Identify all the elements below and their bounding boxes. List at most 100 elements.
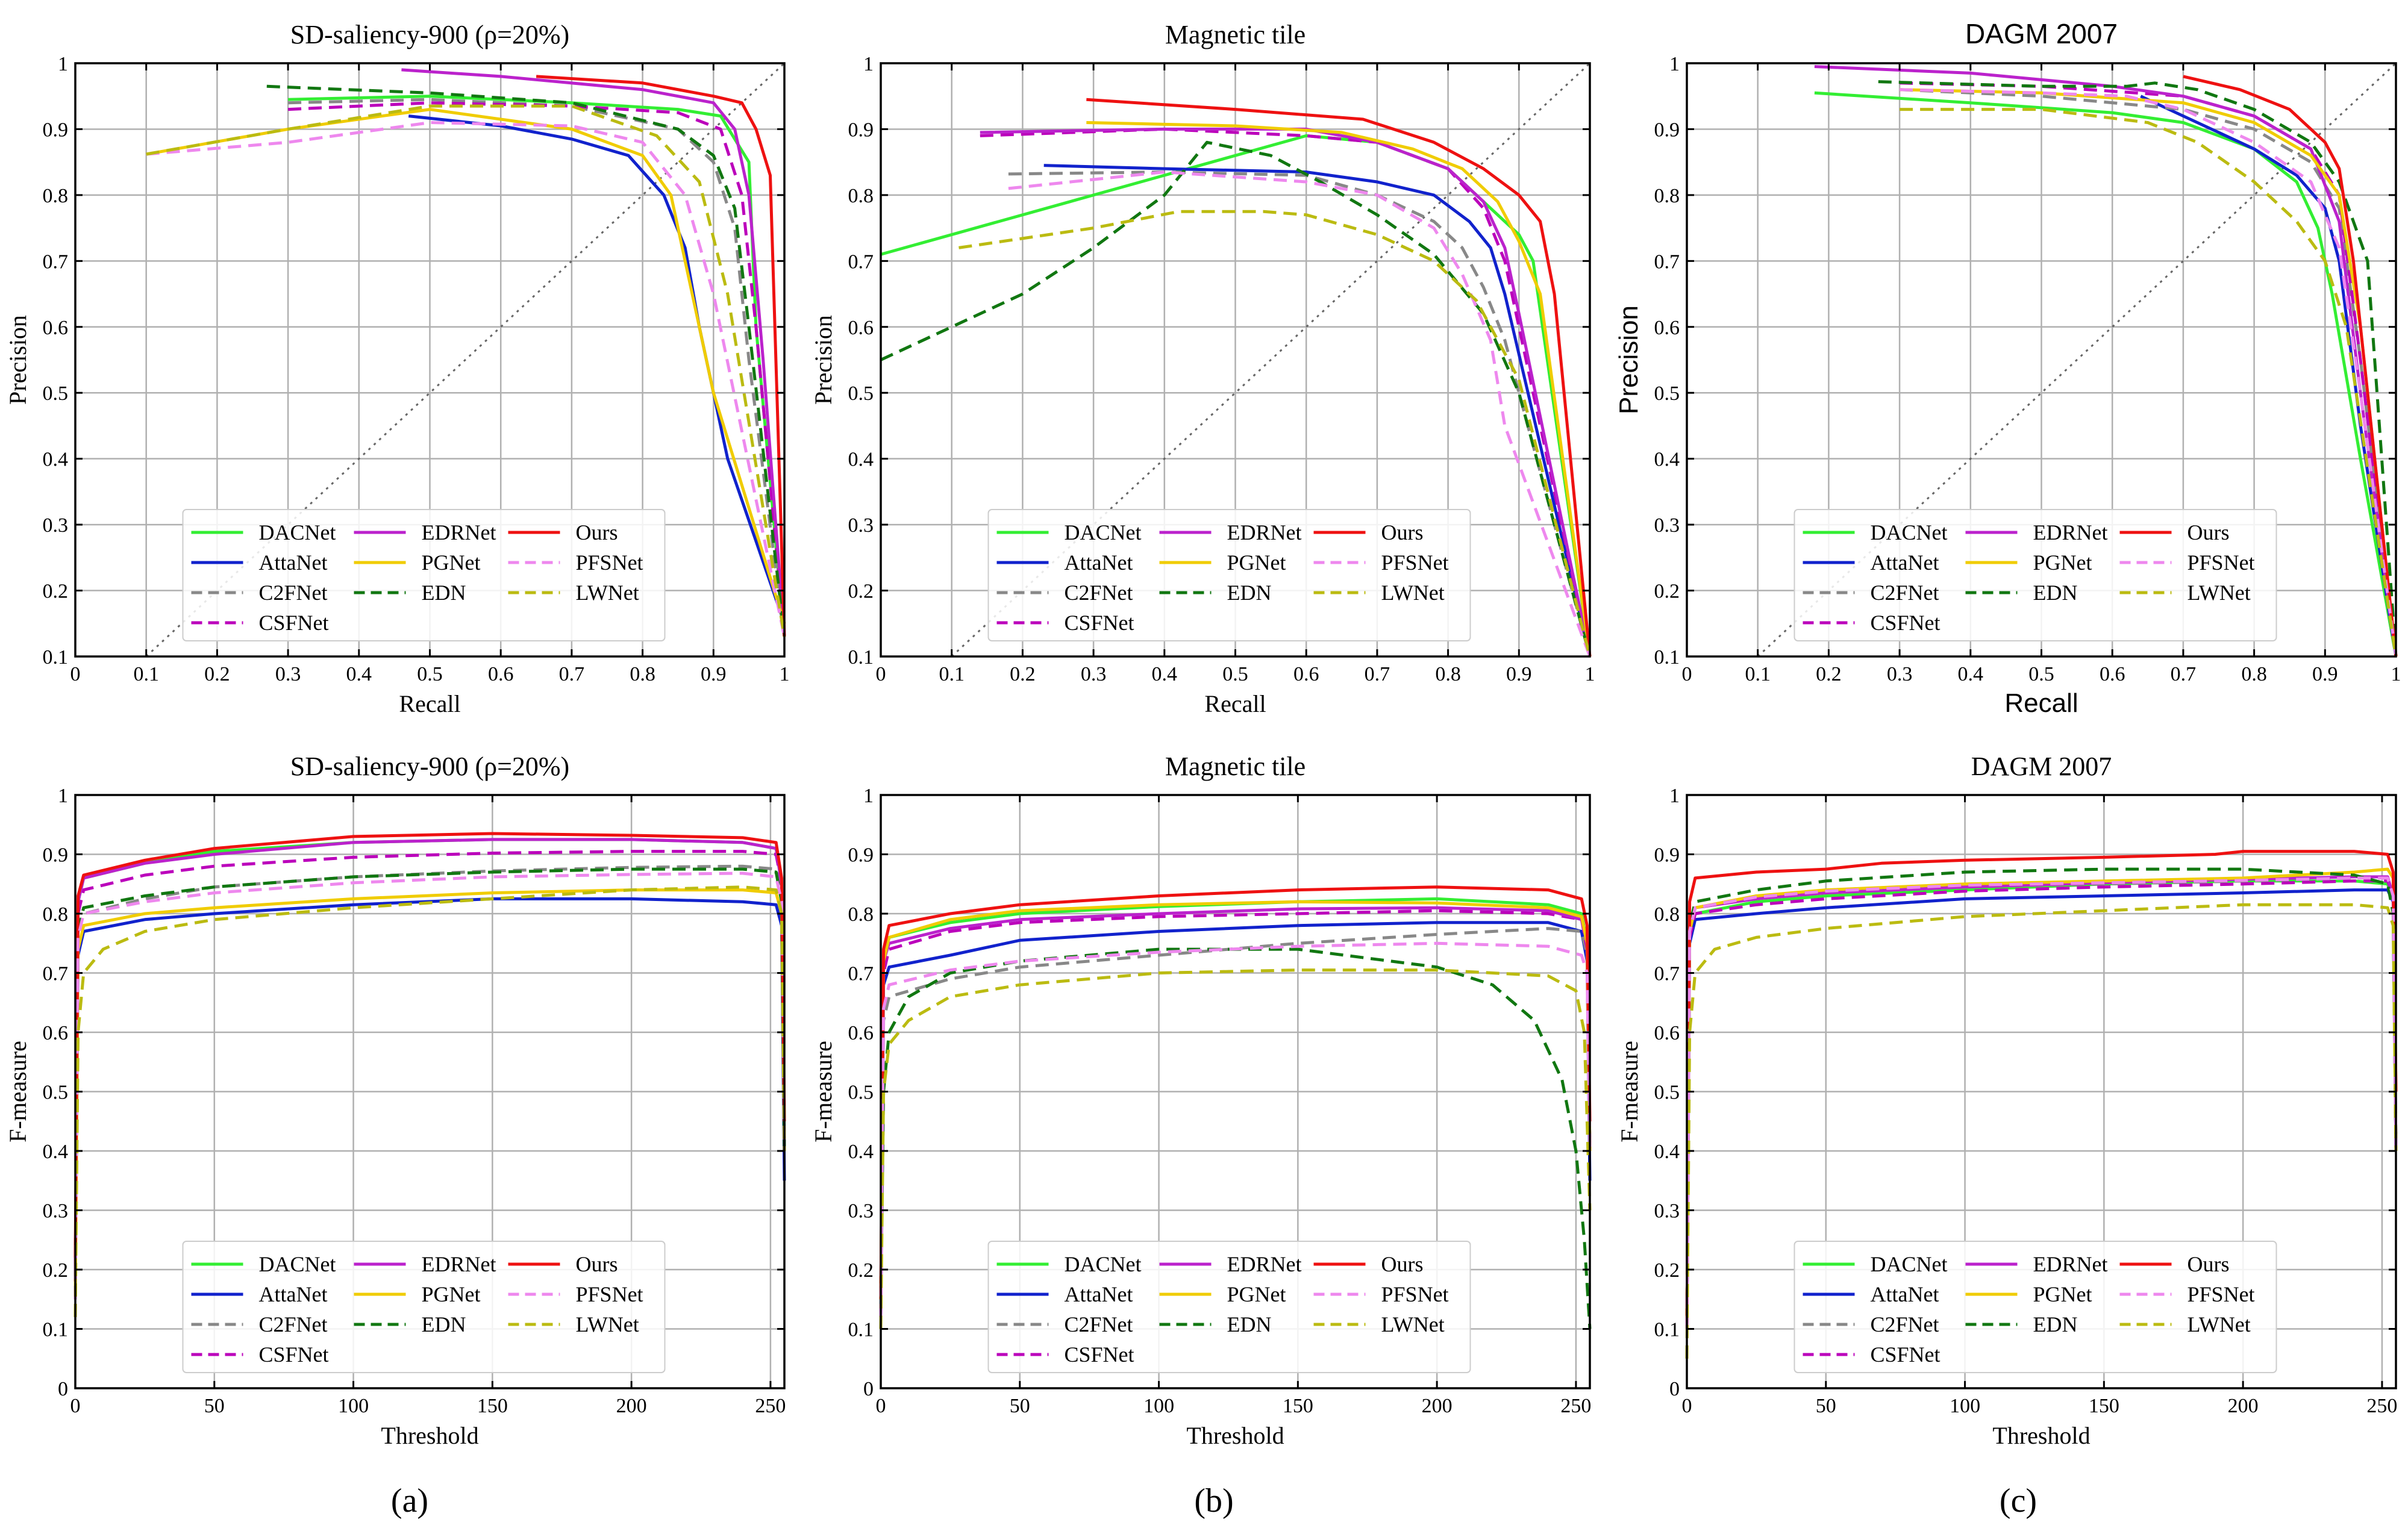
series-line-edrnet xyxy=(980,127,1592,657)
series-line-edn xyxy=(1878,80,2398,657)
legend-box xyxy=(1793,509,2277,641)
x-tick-label: 0.6 xyxy=(488,663,514,685)
legend-label-dacnet: DACNet xyxy=(1065,520,1142,544)
series-line-pfsnet xyxy=(146,121,786,637)
legend-label-pgnet: PGNet xyxy=(1227,1282,1286,1306)
y-axis-label: F-measure xyxy=(1616,1041,1643,1143)
series-line-c2fnet xyxy=(1008,170,1592,657)
y-tick-label: 0.3 xyxy=(1654,514,1680,537)
y-tick-label: 0.2 xyxy=(848,581,874,603)
x-tick-label: 0 xyxy=(1682,663,1692,685)
caption-a: (a) xyxy=(391,1482,428,1520)
chart-title: SD-saliency-900 (ρ=20%) xyxy=(290,752,569,781)
y-tick-label: 0.4 xyxy=(43,1141,69,1163)
legend-label-csfnet: CSFNet xyxy=(1065,611,1134,635)
x-tick-label: 1 xyxy=(2391,663,2401,685)
series-line-ours xyxy=(1685,850,2398,1329)
legend-label-c2fnet: C2FNet xyxy=(1065,1312,1133,1336)
y-tick-label: 0.3 xyxy=(1654,1200,1680,1223)
series-line-ours xyxy=(879,885,1592,1300)
x-axis-label: Threshold xyxy=(381,1422,478,1449)
legend-label-edn: EDN xyxy=(2033,581,2078,605)
chart-panel-1: SD-saliency-900 (ρ=20%)0 0.1 0.2 0.3 0.4 0.5 0… xyxy=(4,20,790,717)
legend-label-pgnet: PGNet xyxy=(2033,1282,2092,1306)
legend-label-dacnet: DACNet xyxy=(259,1252,336,1276)
x-tick-label: 0.7 xyxy=(559,663,585,685)
x-tick-label: 1 xyxy=(1585,663,1595,685)
x-tick-label: 0.4 xyxy=(1958,663,1984,685)
legend-label-ours: Ours xyxy=(1381,1252,1424,1276)
legend-label-dacnet: DACNet xyxy=(259,520,336,544)
y-tick-label: 0.1 xyxy=(43,1319,69,1341)
legend-label-pgnet: PGNet xyxy=(422,1282,481,1306)
y-tick-label: 0.7 xyxy=(43,251,69,273)
caption-c: (c) xyxy=(2000,1482,2037,1520)
series-line-pfsnet xyxy=(1685,876,2398,1329)
x-tick-label: 0 xyxy=(70,1395,81,1417)
legend-label-attanet: AttaNet xyxy=(1065,1282,1133,1306)
x-tick-label: 50 xyxy=(1010,1395,1030,1417)
x-tick-label: 0.2 xyxy=(204,663,230,685)
x-tick-label: 200 xyxy=(616,1395,647,1417)
series-line-lwnet xyxy=(73,885,786,1317)
y-tick-label: 0.9 xyxy=(43,119,69,141)
legend-label-pfsnet: PFSNet xyxy=(576,1282,643,1306)
x-axis-label: Recall xyxy=(2004,688,2078,718)
legend-label-edn: EDN xyxy=(2033,1312,2078,1336)
y-axis-label: Precision xyxy=(1614,305,1643,414)
legend-label-c2fnet: C2FNet xyxy=(259,1312,328,1336)
y-tick-label: 0.8 xyxy=(43,903,69,926)
y-tick-label: 0 xyxy=(1669,1378,1680,1400)
y-tick-label: 0.1 xyxy=(848,1319,874,1341)
legend-label-edrnet: EDRNet xyxy=(1227,520,1302,544)
x-tick-label: 0.6 xyxy=(1293,663,1319,685)
y-tick-label: 1 xyxy=(863,53,874,75)
y-tick-label: 1 xyxy=(58,53,68,75)
legend-label-pgnet: PGNet xyxy=(2033,550,2092,575)
legend: DACNet AttaNet C2FNet CSFNet EDRNet PGNet EDN O… xyxy=(1793,1241,2277,1373)
legend: DACNet AttaNet C2FNet CSFNet EDRNet PGNet EDN O… xyxy=(182,1241,666,1373)
x-tick-label: 0.2 xyxy=(1816,663,1842,685)
series-line-lwnet xyxy=(879,968,1592,1329)
y-tick-label: 0.5 xyxy=(43,382,69,405)
x-tick-label: 0.9 xyxy=(1506,663,1532,685)
y-tick-label: 0.6 xyxy=(1654,317,1680,339)
y-axis-label: Precision xyxy=(4,315,31,405)
y-tick-label: 0.3 xyxy=(43,514,69,537)
x-tick-label: 50 xyxy=(1816,1395,1836,1417)
series-line-ours xyxy=(536,75,786,637)
legend: DACNet AttaNet C2FNet CSFNet EDRNet PGNet EDN O… xyxy=(182,509,666,641)
series-line-edn xyxy=(266,84,786,637)
y-tick-label: 0.6 xyxy=(848,1022,874,1044)
legend-box xyxy=(182,1241,666,1373)
x-tick-label: 0.1 xyxy=(939,663,965,685)
legend-label-ours: Ours xyxy=(2188,1252,2230,1276)
x-tick-label: 100 xyxy=(1143,1395,1174,1417)
y-tick-label: 0.5 xyxy=(848,382,874,405)
x-tick-label: 250 xyxy=(755,1395,786,1417)
y-tick-label: 1 xyxy=(863,785,874,807)
y-tick-label: 0.2 xyxy=(43,1259,69,1282)
legend-box xyxy=(987,1241,1471,1373)
legend-label-ours: Ours xyxy=(576,1252,618,1276)
x-tick-label: 100 xyxy=(338,1395,369,1417)
y-axis-label: Precision xyxy=(810,315,837,405)
legend: DACNet AttaNet C2FNet CSFNet EDRNet PGNet EDN O… xyxy=(987,1241,1471,1373)
series-line-lwnet xyxy=(1900,108,2398,657)
series-line-edn xyxy=(879,947,1592,1329)
x-tick-label: 1 xyxy=(780,663,790,685)
x-tick-label: 150 xyxy=(1283,1395,1313,1417)
chart-title: DAGM 2007 xyxy=(1971,752,2112,781)
y-tick-label: 0.6 xyxy=(848,317,874,339)
legend-label-lwnet: LWNet xyxy=(576,581,639,605)
legend-label-dacnet: DACNet xyxy=(1871,520,1948,544)
series-line-pgnet xyxy=(73,888,786,1300)
x-tick-label: 0.3 xyxy=(1887,663,1913,685)
y-tick-label: 0.3 xyxy=(848,1200,874,1223)
x-tick-label: 0.8 xyxy=(630,663,655,685)
legend-label-csfnet: CSFNet xyxy=(259,1342,329,1367)
y-tick-label: 0.8 xyxy=(1654,903,1680,926)
series-line-c2fnet xyxy=(288,98,786,637)
chart-title: DAGM 2007 xyxy=(1965,18,2118,49)
legend-label-lwnet: LWNet xyxy=(576,1312,639,1336)
